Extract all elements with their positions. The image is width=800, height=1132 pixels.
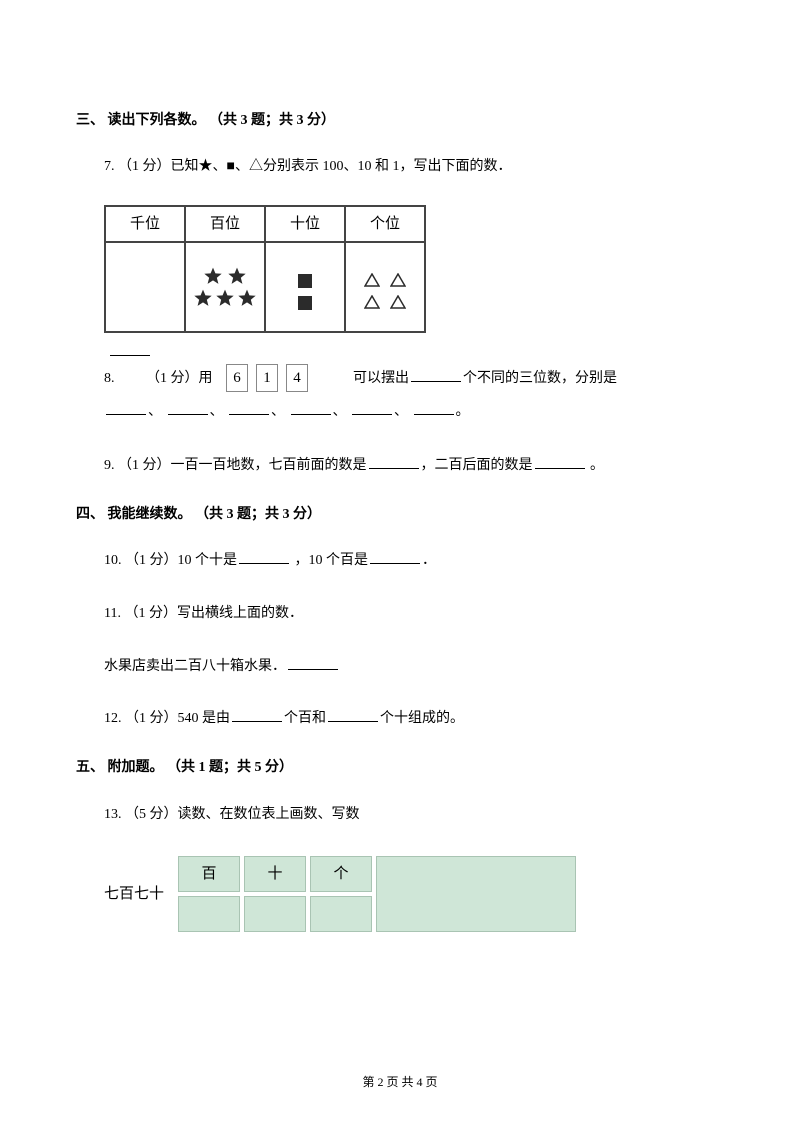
fill-blank — [411, 368, 461, 382]
q13-text: 13. （5 分）读数、在数位表上画数、写数 — [76, 800, 724, 831]
sep: 、 — [271, 404, 285, 419]
fill-blank — [232, 708, 282, 722]
q7-cell-ones — [345, 242, 425, 332]
q13-cell-ones — [310, 896, 372, 932]
fill-blank — [288, 656, 338, 670]
q13-h-ones: 个 — [310, 856, 372, 892]
q7-place-value-table: 千位 百位 十位 个位 — [104, 205, 426, 333]
number-card: 1 — [256, 364, 278, 392]
number-card: 6 — [226, 364, 248, 392]
sep: 、 — [333, 404, 347, 419]
triangle-icon — [390, 295, 406, 309]
fill-blank — [369, 455, 419, 469]
q13-cell-hundreds — [178, 896, 240, 932]
sep: 、 — [394, 404, 408, 419]
fill-blank — [291, 401, 331, 415]
q7-header-tens: 十位 — [265, 206, 345, 242]
fill-blank — [328, 708, 378, 722]
fill-blank — [239, 550, 289, 564]
star-icon — [237, 288, 257, 308]
star-icon — [193, 288, 213, 308]
q10: 10. （1 分）10 个十是 ，10 个百是 ． — [76, 546, 724, 577]
q8-end: 。 — [456, 404, 470, 419]
fill-blank — [370, 550, 420, 564]
page-footer: 第 2 页 共 4 页 — [0, 1073, 800, 1092]
q7-cell-hundreds — [185, 242, 265, 332]
q9-t3: 。 — [587, 458, 605, 473]
q11-t2: 水果店卖出二百八十箱水果． — [104, 659, 286, 674]
q9: 9. （1 分）一百一百地数，七百前面的数是 ，二百后面的数是 。 — [76, 451, 724, 482]
q12-t3: 个十组成的。 — [380, 711, 464, 726]
q7-table-wrap: 千位 百位 十位 个位 — [76, 205, 724, 355]
sep: 、 — [210, 404, 224, 419]
q7-header-thousands: 千位 — [105, 206, 185, 242]
star-icon — [215, 288, 235, 308]
q11-line1: 11. （1 分）写出横线上面的数． — [76, 599, 724, 630]
fill-blank — [414, 401, 454, 415]
q7-cell-tens — [265, 242, 345, 332]
q7-text: 7. （1 分）已知★、■、△分别表示 100、10 和 1，写出下面的数． — [76, 152, 724, 183]
q13-answer-cell — [376, 856, 576, 932]
q8-mid: 可以摆出 — [353, 371, 409, 386]
triangle-icon — [364, 295, 380, 309]
q11-line2: 水果店卖出二百八十箱水果． — [76, 652, 724, 683]
section-5-title: 五、 附加题。 （共 1 题；共 5 分） — [76, 757, 724, 779]
fill-blank — [535, 455, 585, 469]
q13-label: 七百七十 — [104, 882, 164, 906]
fill-blank — [168, 401, 208, 415]
number-card: 4 — [286, 364, 308, 392]
fill-blank — [352, 401, 392, 415]
q12: 12. （1 分）540 是由 个百和 个十组成的。 — [76, 704, 724, 735]
q8: 8. （1 分）用 6 1 4 可以摆出个不同的三位数，分别是 、 、 、 、 … — [76, 362, 724, 429]
q13-cell-tens — [244, 896, 306, 932]
q9-t1: 9. （1 分）一百一百地数，七百前面的数是 — [104, 458, 367, 473]
square-icon — [298, 274, 312, 288]
q8-num: 8. — [104, 371, 118, 386]
section-3-title: 三、 读出下列各数。 （共 3 题；共 3 分） — [76, 110, 724, 132]
q7-cell-thousands — [105, 242, 185, 332]
q8-points: （1 分）用 — [146, 371, 213, 386]
q8-tail: 个不同的三位数，分别是 — [463, 371, 617, 386]
q9-t2: ，二百后面的数是 — [421, 458, 533, 473]
q13-table-wrap: 七百七十 百 十 个 — [76, 852, 724, 936]
star-icon — [227, 266, 247, 286]
q8-cards: 6 1 4 — [226, 364, 308, 392]
q7-header-ones: 个位 — [345, 206, 425, 242]
q7-answer-blank — [110, 355, 150, 356]
section-4-title: 四、 我能继续数。 （共 3 题；共 3 分） — [76, 504, 724, 526]
q12-t1: 12. （1 分）540 是由 — [104, 711, 230, 726]
fill-blank — [229, 401, 269, 415]
q13-h-tens: 十 — [244, 856, 306, 892]
q10-t3: ． — [422, 553, 436, 568]
q10-t1: 10. （1 分）10 个十是 — [104, 553, 237, 568]
fill-blank — [106, 401, 146, 415]
q13-h-hundreds: 百 — [178, 856, 240, 892]
q12-t2: 个百和 — [284, 711, 326, 726]
triangle-icon — [390, 273, 406, 287]
q13-green-table: 百 十 个 — [174, 852, 580, 936]
q7-header-hundreds: 百位 — [185, 206, 265, 242]
q10-t2: ，10 个百是 — [291, 553, 368, 568]
square-icon — [298, 296, 312, 310]
sep: 、 — [148, 404, 162, 419]
star-icon — [203, 266, 223, 286]
triangle-icon — [364, 273, 380, 287]
